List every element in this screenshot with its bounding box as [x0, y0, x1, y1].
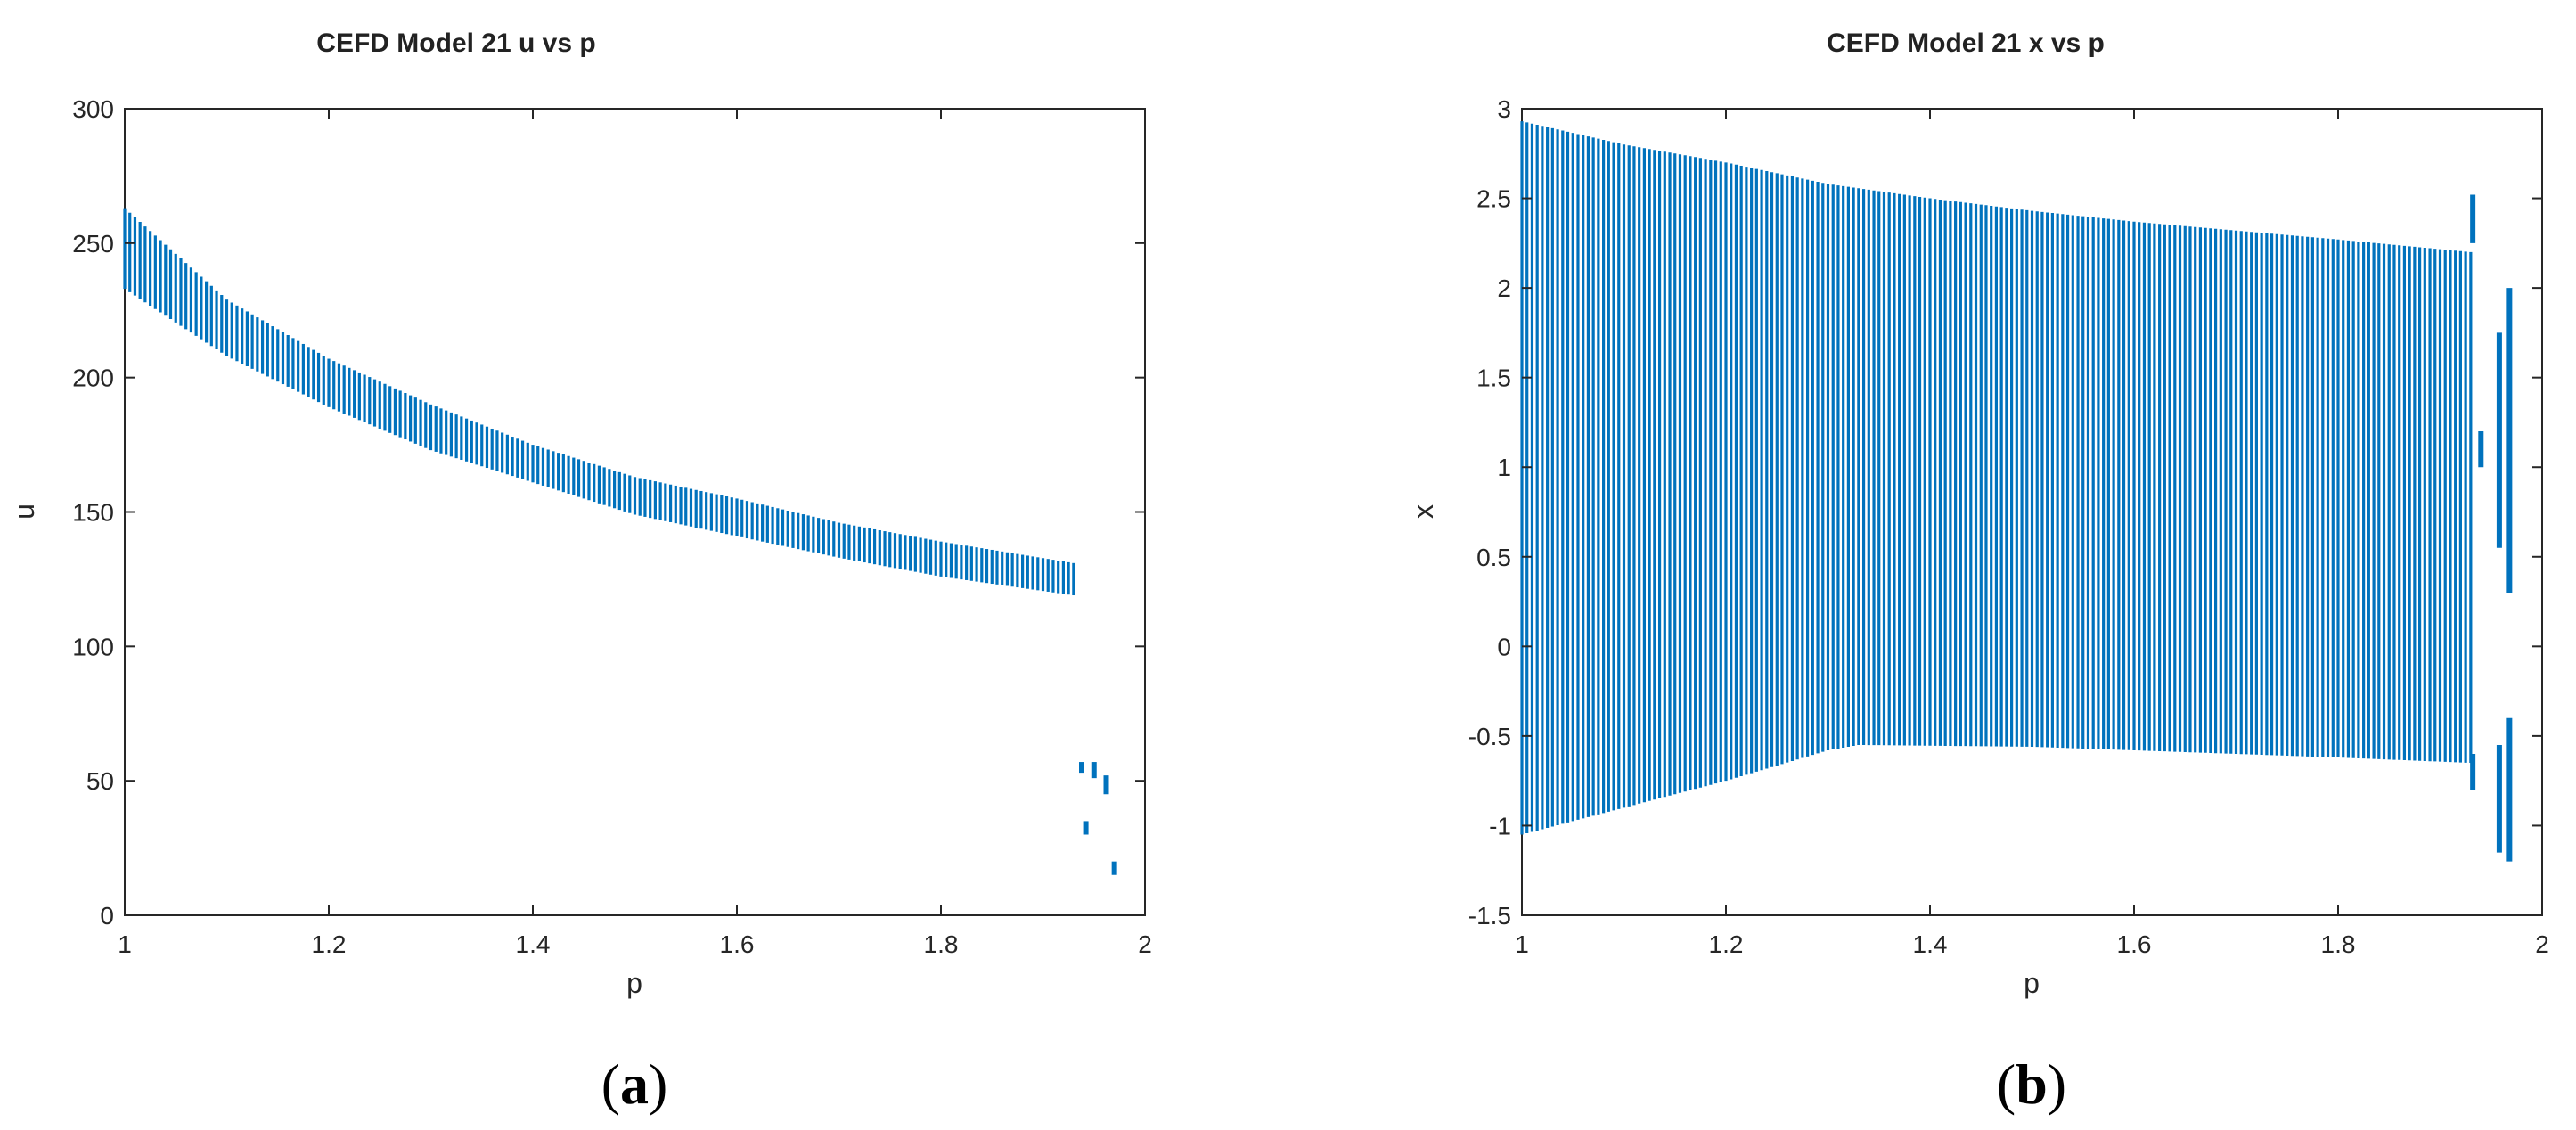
y-tick-label: -1.5 [1468, 902, 1511, 929]
y-tick-label: -0.5 [1468, 723, 1511, 750]
y-tick-label: 3 [1497, 95, 1511, 123]
y-tick-label: 300 [72, 95, 114, 123]
y-tick-label: 1 [1497, 454, 1511, 481]
y-tick-label: 2.5 [1476, 185, 1511, 213]
x-tick-label: 1.4 [516, 930, 551, 958]
y-tick-label: 50 [86, 767, 114, 795]
x-axis-label: p [2024, 967, 2040, 999]
y-tick-label: 0.5 [1476, 544, 1511, 571]
axis-ticks: 1 1.2 1.4 1.6 1.8 2 0 50 100 150 200 250 300 [72, 95, 1152, 958]
y-tick-label: 0 [100, 902, 114, 929]
x-tick-label: 1.4 [1913, 930, 1948, 958]
y-axis-label: u [8, 504, 40, 520]
axis-ticks: 1 1.2 1.4 1.6 1.8 2 -1.5 -1 -0.5 0 0.5 1 1.5 2 2.5 3 [1468, 95, 2549, 958]
y-tick-label: 250 [72, 230, 114, 258]
y-tick-label: 1.5 [1476, 364, 1511, 392]
data-marks [123, 208, 1117, 875]
panel-a: CEFD Model 21 u vs p 1 1.2 1.4 1.6 1.8 2 0 50 10… [8, 29, 1152, 1116]
y-axis-label: x [1407, 504, 1439, 519]
panel-caption: (b) [1997, 1052, 2066, 1116]
x-tick-label: 2 [1138, 930, 1152, 958]
x-tick-label: 1 [118, 930, 132, 958]
x-tick-label: 1.6 [2117, 930, 2152, 958]
panel-caption: (a) [601, 1052, 668, 1116]
x-tick-label: 1 [1515, 930, 1529, 958]
y-tick-label: -1 [1489, 812, 1511, 839]
x-tick-label: 1.2 [312, 930, 347, 958]
y-tick-label: 2 [1497, 274, 1511, 302]
data-marks [1520, 121, 2513, 862]
x-tick-label: 2 [2535, 930, 2549, 958]
y-tick-label: 200 [72, 364, 114, 392]
x-tick-label: 1.8 [2321, 930, 2356, 958]
y-tick-label: 100 [72, 633, 114, 660]
x-axis-label: p [626, 967, 642, 999]
panel-b: CEFD Model 21 x vs p 1 1.2 1.4 1.6 1.8 2 -1.5 -… [1407, 29, 2549, 1116]
y-tick-label: 0 [1497, 633, 1511, 660]
x-tick-label: 1.6 [720, 930, 755, 958]
chart-title: CEFD Model 21 u vs p [316, 29, 595, 58]
x-tick-label: 1.2 [1709, 930, 1744, 958]
x-tick-label: 1.8 [924, 930, 959, 958]
y-tick-label: 150 [72, 499, 114, 527]
chart-title: CEFD Model 21 x vs p [1827, 29, 2105, 58]
